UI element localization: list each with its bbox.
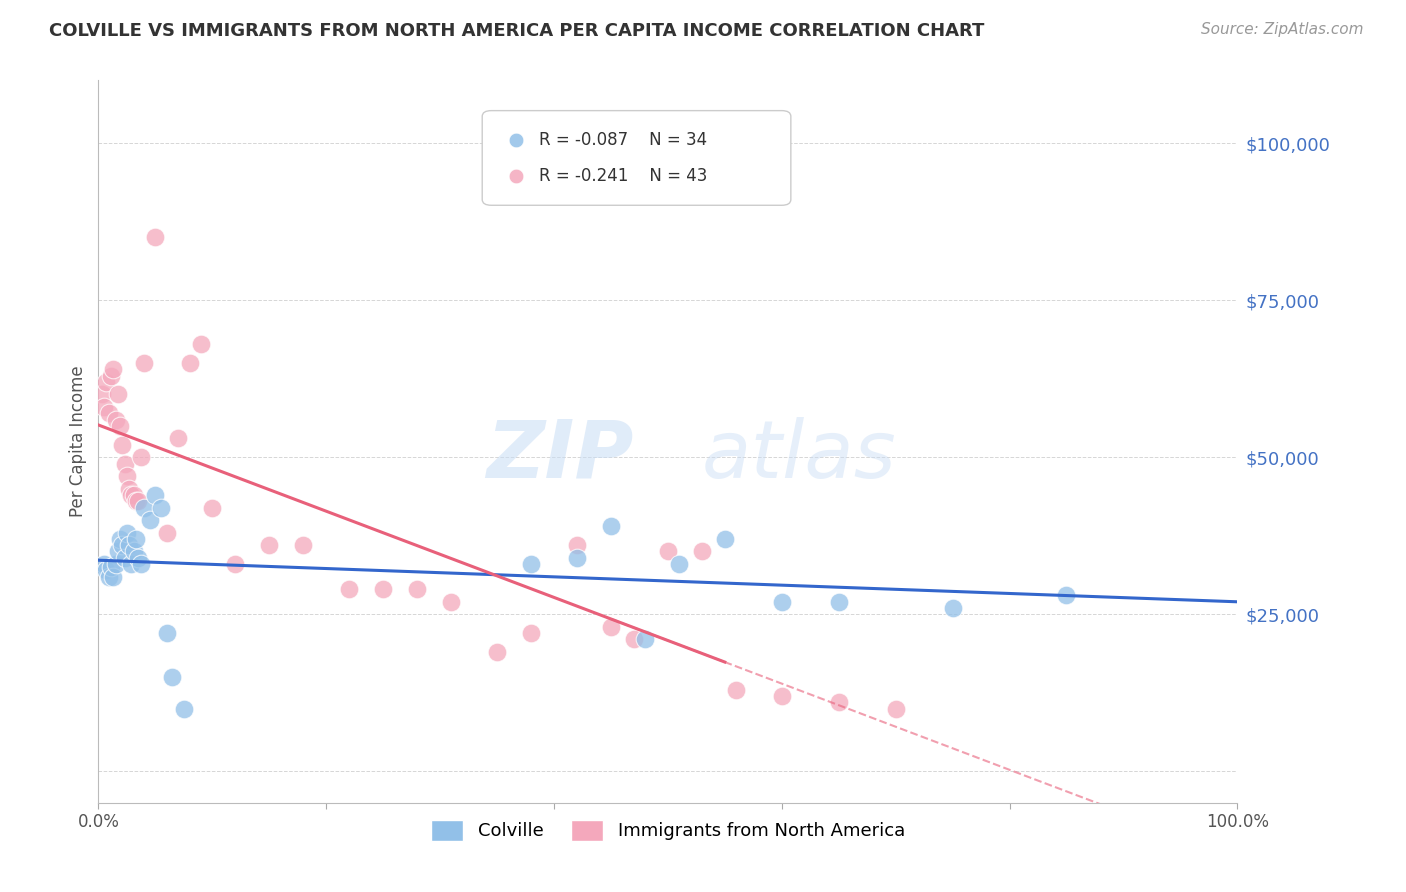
Point — [104, 412, 127, 426]
FancyBboxPatch shape — [482, 111, 790, 205]
Point — [942, 601, 965, 615]
Point — [145, 488, 167, 502]
Point — [129, 557, 152, 571]
Point — [173, 701, 195, 715]
Text: Source: ZipAtlas.com: Source: ZipAtlas.com — [1201, 22, 1364, 37]
Point — [505, 764, 527, 779]
Point — [132, 500, 155, 515]
Point — [115, 525, 138, 540]
Point — [127, 494, 149, 508]
Point — [1054, 589, 1078, 603]
Point — [486, 645, 509, 659]
Point — [97, 569, 120, 583]
Point — [111, 538, 134, 552]
Point — [107, 544, 129, 558]
Point — [96, 375, 118, 389]
Point — [600, 620, 623, 634]
Point — [111, 438, 134, 452]
Point — [114, 550, 136, 565]
Point — [259, 538, 281, 552]
Point — [145, 230, 167, 244]
Point — [884, 701, 907, 715]
Point — [668, 557, 690, 571]
Point — [520, 557, 543, 571]
Point — [122, 544, 145, 558]
Text: COLVILLE VS IMMIGRANTS FROM NORTH AMERICA PER CAPITA INCOME CORRELATION CHART: COLVILLE VS IMMIGRANTS FROM NORTH AMERIC… — [49, 22, 984, 40]
Legend: Colville, Immigrants from North America: Colville, Immigrants from North America — [423, 813, 912, 848]
Point — [565, 550, 588, 565]
Text: R = -0.241    N = 43: R = -0.241 N = 43 — [538, 167, 707, 186]
Point — [125, 494, 148, 508]
Point — [505, 764, 527, 779]
Point — [93, 400, 115, 414]
Point — [107, 387, 129, 401]
Point — [97, 406, 120, 420]
Point — [156, 626, 179, 640]
Y-axis label: Per Capita Income: Per Capita Income — [69, 366, 87, 517]
Point — [714, 532, 737, 546]
Point — [167, 431, 190, 445]
Point — [440, 595, 463, 609]
Point — [100, 560, 122, 574]
Point — [118, 482, 141, 496]
Point — [118, 538, 141, 552]
Point — [565, 538, 588, 552]
Point — [623, 632, 645, 647]
Point — [120, 557, 142, 571]
Point — [114, 457, 136, 471]
Point — [179, 356, 201, 370]
Point — [103, 569, 125, 583]
Point — [770, 689, 793, 703]
Point — [103, 362, 125, 376]
Point — [115, 469, 138, 483]
Point — [725, 682, 748, 697]
Point — [108, 532, 131, 546]
Point — [156, 525, 179, 540]
Point — [190, 337, 212, 351]
Point — [125, 532, 148, 546]
Point — [162, 670, 184, 684]
Point — [132, 356, 155, 370]
Point — [657, 544, 679, 558]
Point — [337, 582, 360, 597]
Point — [100, 368, 122, 383]
Point — [129, 450, 152, 465]
Point — [122, 488, 145, 502]
Point — [600, 519, 623, 533]
Point — [770, 595, 793, 609]
Point — [520, 626, 543, 640]
Text: R = -0.087    N = 34: R = -0.087 N = 34 — [538, 130, 707, 149]
Point — [127, 550, 149, 565]
Point — [634, 632, 657, 647]
Point — [93, 557, 115, 571]
Point — [828, 695, 851, 709]
Point — [201, 500, 224, 515]
Point — [292, 538, 315, 552]
Point — [104, 557, 127, 571]
Point — [690, 544, 713, 558]
Text: ZIP: ZIP — [486, 417, 634, 495]
Point — [120, 488, 142, 502]
Point — [96, 563, 118, 577]
Point — [108, 418, 131, 433]
Point — [224, 557, 246, 571]
Point — [371, 582, 394, 597]
Point — [150, 500, 173, 515]
Point — [138, 513, 160, 527]
Point — [828, 595, 851, 609]
Point — [90, 387, 112, 401]
Text: atlas: atlas — [702, 417, 897, 495]
Point — [406, 582, 429, 597]
